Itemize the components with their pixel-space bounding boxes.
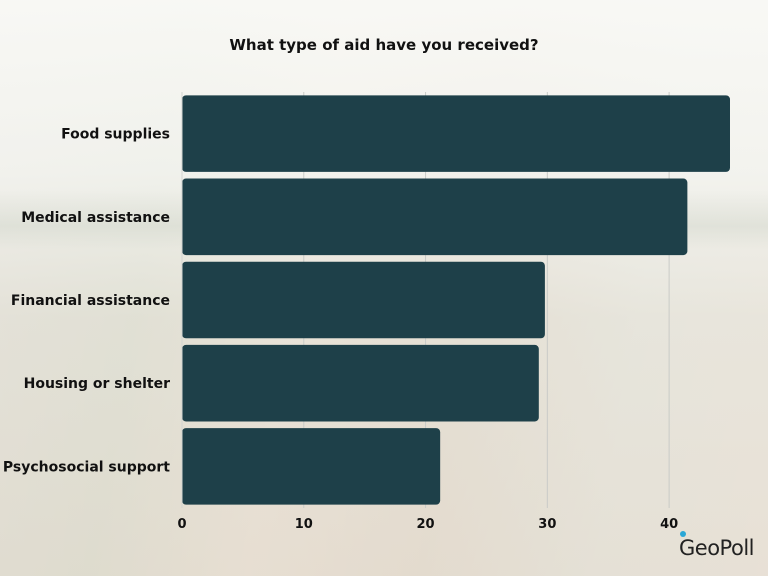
chart-title: What type of aid have you received? (229, 36, 539, 54)
logo-text: GeoPoll (679, 536, 754, 560)
x-tick-label-0: 0 (177, 517, 186, 532)
bar-3 (182, 261, 545, 339)
x-tick-label-20: 20 (417, 517, 435, 532)
bar-4 (182, 344, 539, 422)
category-label-4: Housing or shelter (24, 376, 170, 392)
bar-5 (182, 428, 441, 505)
x-tick-label-10: 10 (295, 517, 313, 532)
x-tick-label-30: 30 (538, 517, 556, 532)
category-label-5: Psychosocial support (3, 459, 170, 475)
category-label-2: Medical assistance (21, 210, 170, 226)
x-tick-label-40: 40 (660, 517, 678, 532)
bar-1 (182, 95, 730, 172)
logo-dot-icon (680, 531, 687, 537)
geopoll-logo: GeoPoll (679, 531, 754, 560)
bar-2 (182, 178, 688, 256)
category-label-3: Financial assistance (11, 293, 170, 309)
category-label-1: Food supplies (61, 127, 170, 143)
